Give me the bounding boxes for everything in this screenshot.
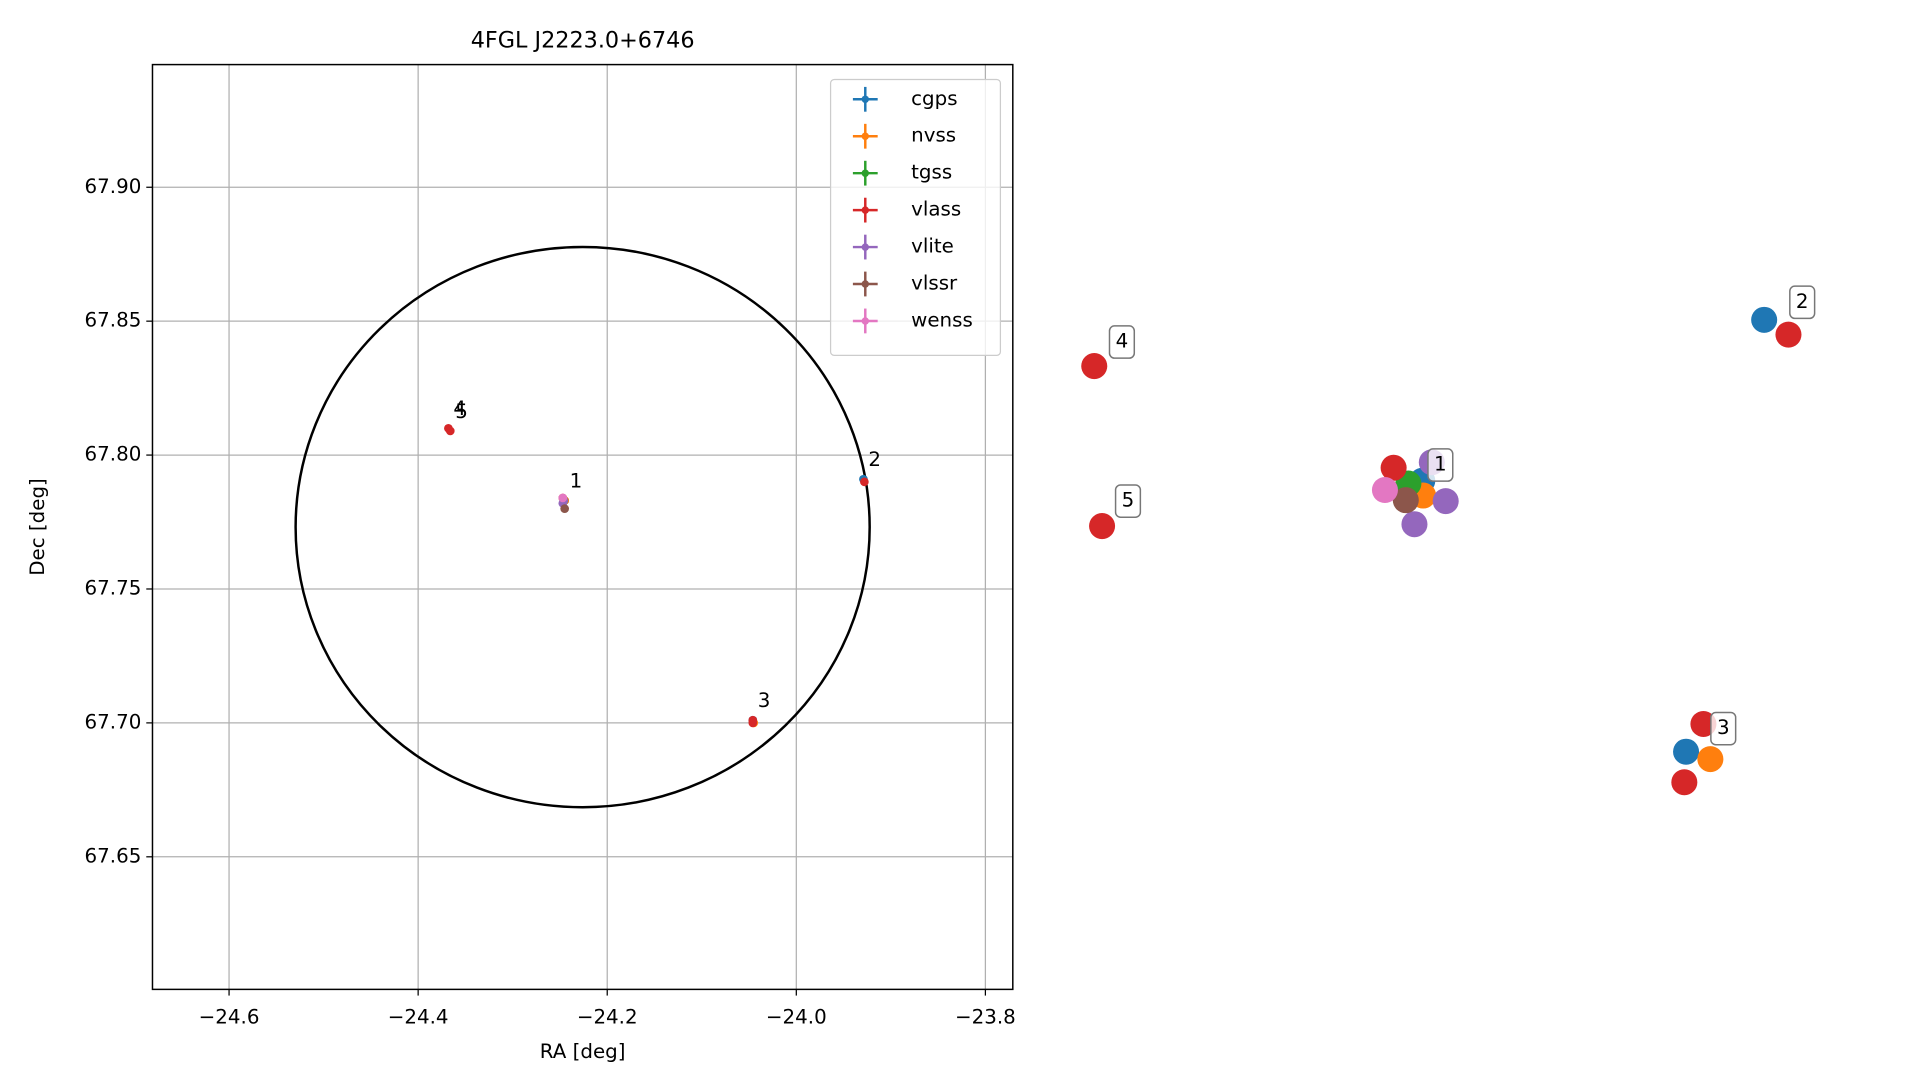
annotation: 3 [1717, 716, 1730, 739]
x-axis-label: RA [deg] [540, 1040, 626, 1063]
x-tick-label: −23.8 [955, 1005, 1016, 1028]
annotation-box [1789, 285, 1816, 320]
data-point [1371, 476, 1398, 504]
data-point [1751, 306, 1778, 333]
y-tick-label: 67.75 [85, 576, 142, 599]
annotation: 2 [868, 448, 881, 471]
legend-label: wenss [911, 308, 973, 331]
y-tick-label: 67.70 [85, 710, 142, 733]
y-tick-label: 67.80 [85, 443, 142, 466]
annotation-box [1427, 448, 1454, 482]
y-axis-label: Dec [deg] [26, 478, 49, 576]
annotation-box [1108, 325, 1136, 359]
legend-label: nvss [911, 124, 956, 147]
legend-label: vlite [911, 235, 954, 258]
legend-marker [861, 132, 870, 140]
annotation-box [1710, 711, 1737, 746]
data-point [560, 504, 570, 513]
x-tick-label: −24.4 [388, 1005, 449, 1028]
legend-marker [861, 206, 870, 214]
legend-label: cgps [911, 87, 957, 110]
data-point [860, 477, 869, 487]
legend-marker [861, 280, 870, 288]
legend-marker [861, 169, 870, 177]
annotation: 3 [758, 689, 771, 712]
data-point [1690, 710, 1717, 737]
data-point [1081, 353, 1108, 380]
legend-box [829, 78, 1002, 357]
x-tick-label: −24.0 [766, 1005, 827, 1028]
y-tick-label: 67.90 [85, 175, 142, 198]
legend-label: tgss [911, 161, 952, 184]
data-point [1401, 511, 1428, 538]
annotation: 5 [1122, 489, 1135, 512]
data-point [1673, 738, 1700, 765]
y-tick-label: 67.85 [85, 309, 142, 332]
legend-marker [861, 317, 870, 325]
annotation: 1 [1434, 453, 1447, 476]
plot-area: 1 2 3 45 [294, 245, 881, 809]
x-tick-label: −24.6 [199, 1005, 260, 1028]
annotation: 2 [1796, 290, 1809, 313]
legend-marker [861, 95, 870, 104]
y-tick-label: 67.65 [85, 844, 142, 867]
data-point [1089, 513, 1116, 540]
annotation: 4 [1116, 330, 1129, 353]
axes-frame [151, 63, 1014, 991]
chart-title: 4FGL J2223.0+6746 [471, 28, 695, 54]
annotation: 1 [570, 470, 583, 493]
data-point [1392, 487, 1419, 514]
data-point [1775, 321, 1802, 348]
x-tick-label: −24.2 [577, 1005, 638, 1028]
annotation-box [1114, 484, 1142, 518]
legend-label: vlass [911, 198, 961, 221]
data-point [748, 718, 758, 728]
data-point [1671, 769, 1698, 796]
data-point [558, 493, 568, 503]
localization-circle [294, 245, 871, 809]
data-point [1380, 454, 1407, 481]
data-point [1432, 488, 1459, 515]
data-point [1697, 746, 1724, 773]
data-point [445, 426, 455, 436]
legend-label: vlssr [911, 272, 958, 295]
annotation: 4 [453, 397, 466, 420]
legend-marker [861, 243, 870, 251]
annotation: 5 [455, 400, 468, 423]
